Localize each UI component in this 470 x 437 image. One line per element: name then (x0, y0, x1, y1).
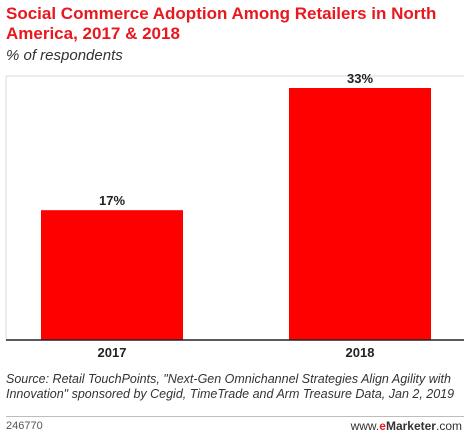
bar-2017 (41, 210, 183, 340)
chart-subtitle: % of respondents (6, 47, 123, 64)
bar-2018 (289, 88, 431, 340)
brand-logo: www.eMarketer.com (351, 419, 462, 433)
source-note: Source: Retail TouchPoints, "Next-Gen Om… (6, 372, 455, 401)
chart-title: Social Commerce Adoption Among Retailers… (6, 4, 437, 43)
data-label-2018: 33% (347, 71, 373, 86)
x-tick-2018: 2018 (346, 345, 375, 360)
footer-divider (6, 416, 464, 417)
data-label-2017: 17% (99, 193, 125, 208)
x-tick-2017: 2017 (98, 345, 127, 360)
brand-prefix: www. (350, 419, 380, 433)
brand-e: e (379, 419, 386, 433)
brand-name: Marketer (385, 419, 436, 433)
chart-id: 246770 (6, 420, 43, 432)
brand-suffix: .com (435, 419, 462, 433)
